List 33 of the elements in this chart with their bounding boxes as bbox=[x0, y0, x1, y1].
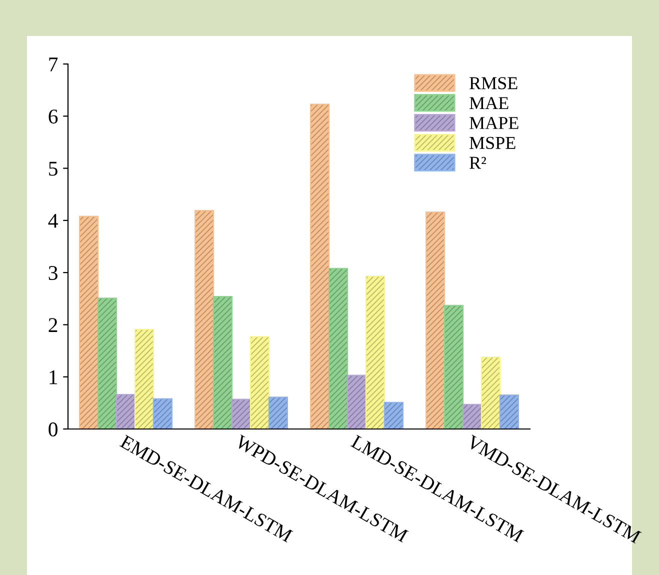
bar bbox=[480, 356, 501, 429]
y-tick-label: 6 bbox=[48, 110, 58, 124]
bar bbox=[499, 394, 520, 429]
bar bbox=[134, 328, 154, 429]
bar bbox=[268, 396, 288, 429]
y-tick-label: 7 bbox=[49, 58, 58, 72]
bar bbox=[384, 402, 404, 429]
legend-label: MSPE bbox=[470, 136, 516, 150]
bar bbox=[328, 268, 348, 429]
bar bbox=[194, 210, 214, 429]
legend-label: MAPE bbox=[470, 117, 518, 129]
bar bbox=[116, 394, 136, 429]
y-tick-label: 2 bbox=[48, 318, 58, 332]
y-tick-label: 5 bbox=[49, 162, 58, 176]
bar bbox=[97, 298, 118, 429]
y-tick-label: 4 bbox=[48, 214, 58, 228]
y-tick-label: 0 bbox=[48, 422, 58, 436]
bar bbox=[346, 374, 367, 429]
bar bbox=[444, 304, 464, 429]
bar bbox=[462, 404, 482, 429]
bar bbox=[250, 336, 270, 429]
bar bbox=[212, 296, 233, 429]
bar bbox=[152, 398, 173, 429]
y-tick-label: 1 bbox=[50, 370, 58, 384]
bar bbox=[310, 104, 330, 429]
legend-label: MAE bbox=[470, 97, 508, 110]
bar bbox=[365, 276, 386, 429]
legend-label: RMSE bbox=[470, 77, 518, 90]
bar bbox=[78, 216, 99, 429]
y-tick-label: 3 bbox=[48, 266, 58, 280]
bar bbox=[231, 398, 252, 429]
legend-label: R² bbox=[470, 156, 486, 169]
bar bbox=[425, 212, 446, 429]
